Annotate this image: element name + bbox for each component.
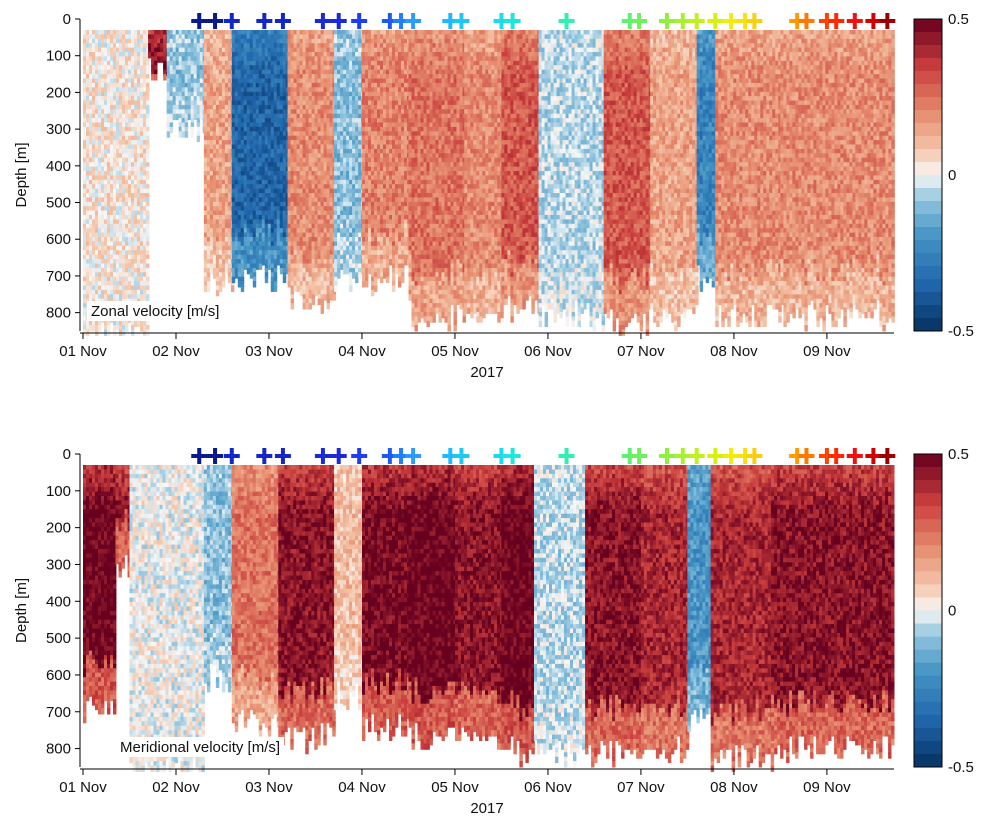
heatmap-cell <box>194 114 197 120</box>
heatmap-cell <box>185 131 188 137</box>
heatmap-cell <box>170 127 173 133</box>
heatmap-cell <box>247 268 250 274</box>
heatmap-cell <box>232 277 235 283</box>
heatmap-cell <box>225 268 228 274</box>
heatmap-cells <box>83 30 895 336</box>
heatmap-cell <box>148 52 151 58</box>
heatmap-cell <box>210 268 213 274</box>
heatmap-cell <box>222 281 225 287</box>
heatmap-cell <box>134 321 137 327</box>
heatmap-cell <box>238 281 241 287</box>
heatmap-cell <box>300 290 303 296</box>
heatmap-cell <box>219 286 222 292</box>
heatmap-cell <box>250 272 253 278</box>
heatmap-cell <box>98 325 101 331</box>
heatmap-cell <box>188 114 191 120</box>
heatmap-cell <box>297 286 300 292</box>
heatmap-cell <box>182 131 185 137</box>
heatmap-cell <box>154 74 157 80</box>
heatmap-cell <box>231 286 234 292</box>
heatmap-cell <box>200 114 203 120</box>
heatmap-cell <box>176 114 179 120</box>
heatmap-cell <box>280 268 283 274</box>
heatmap-cell <box>89 325 92 331</box>
heatmap-cell <box>256 264 259 270</box>
heatmap-cell <box>277 259 280 265</box>
heatmap-cell <box>140 325 143 331</box>
heatmap-cell <box>268 264 271 270</box>
heatmap-cell <box>207 286 210 292</box>
heatmap-cell <box>303 303 306 309</box>
heatmap-cell <box>283 277 286 283</box>
heatmap-cell <box>160 56 163 62</box>
heatmap-cell <box>306 303 309 309</box>
heatmap-cell <box>125 325 128 331</box>
heatmap-cell <box>216 290 219 296</box>
heatmap-cell <box>235 272 238 278</box>
heatmap-cell <box>137 321 140 327</box>
heatmap-cell <box>213 272 216 278</box>
heatmap-cell <box>167 131 170 137</box>
heatmap-cell <box>291 303 294 309</box>
heatmap-cell <box>179 131 182 137</box>
heatmap-cell <box>274 286 277 292</box>
heatmap-cell <box>151 74 154 80</box>
heatmap-cell <box>244 264 247 270</box>
heatmap-cell <box>253 281 256 287</box>
heatmap-cell <box>288 281 291 287</box>
heatmap-cell <box>259 264 262 270</box>
heatmap-cell <box>204 286 207 292</box>
heatmap-cell <box>241 286 244 292</box>
heatmap-cell <box>173 114 176 120</box>
heatmap-cell <box>157 56 160 62</box>
heatmap-cell <box>92 325 95 331</box>
heatmap-cell <box>271 286 274 292</box>
heatmap-cell <box>265 277 268 283</box>
heatmap-cell <box>191 131 194 137</box>
heatmap-cell <box>228 277 231 283</box>
heatmap-cell <box>163 74 166 80</box>
heatmap-cell <box>197 136 200 142</box>
heatmap-cell <box>262 259 265 265</box>
heatmap-cell <box>294 286 297 292</box>
